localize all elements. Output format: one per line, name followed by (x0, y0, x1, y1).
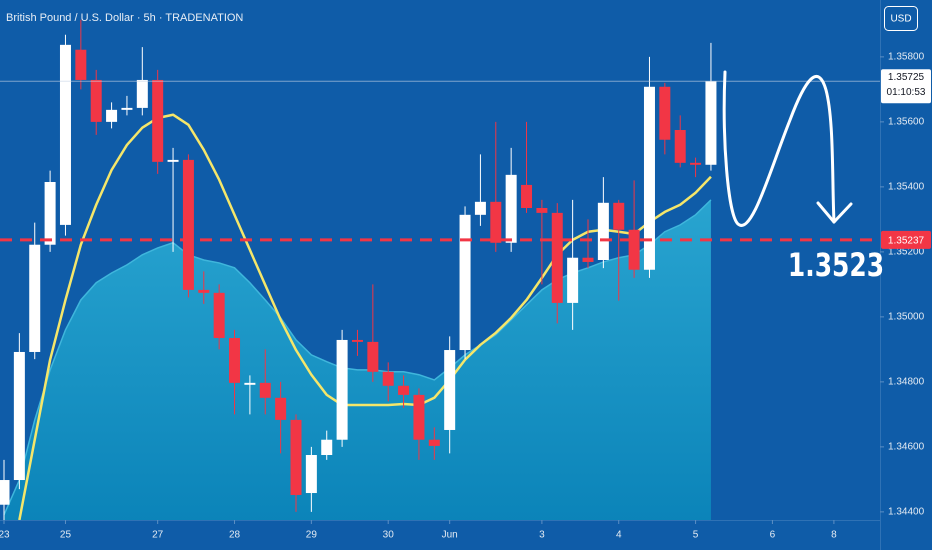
candle-body (152, 79, 164, 162)
y-tick-label: 1.34800 (888, 377, 925, 388)
candle-body (321, 439, 333, 455)
drawing-arrow (722, 70, 853, 227)
candle-body (613, 202, 625, 230)
candle-body (459, 214, 471, 351)
candle-body (121, 107, 133, 110)
candle-body (182, 159, 194, 290)
x-tick-label: 25 (60, 530, 72, 541)
x-tick-label: 29 (306, 530, 318, 541)
candle-body (75, 49, 87, 80)
plot-area (0, 19, 880, 520)
last-price-tag (881, 69, 931, 104)
candle-body (490, 201, 502, 243)
x-tick-label: 27 (152, 530, 164, 541)
candle-body (336, 339, 348, 440)
x-tick-label: 5 (693, 530, 699, 541)
candle-body (44, 182, 56, 245)
candle-body (290, 419, 302, 495)
candle-body (597, 202, 609, 260)
candle-body (259, 382, 271, 398)
candle-body (167, 159, 179, 162)
x-tick-label: 23 (0, 530, 10, 541)
candle-body (382, 371, 394, 386)
x-tick-label: 28 (229, 530, 241, 541)
y-tick-label: 1.35800 (888, 52, 925, 63)
y-tick-label: 1.35600 (888, 117, 925, 128)
chart-title: British Pound / U.S. Dollar · 5h · TRADE… (6, 12, 243, 24)
arrow-head (816, 201, 853, 224)
candle-body (244, 382, 256, 385)
candle-body (275, 397, 287, 420)
candle-body (367, 341, 379, 372)
candle-body (0, 480, 10, 505)
candle-body (705, 81, 717, 165)
currency-button[interactable] (884, 6, 918, 31)
moving-average-line (18, 113, 712, 520)
countdown-label: 01:10:53 (887, 87, 926, 98)
y-tick-label: 1.35000 (888, 312, 925, 323)
x-tick-label: Jun (442, 530, 458, 541)
candle-body (536, 208, 548, 213)
y-tick-label: 1.35400 (888, 182, 925, 193)
candle-body (213, 292, 225, 338)
candle-body (474, 201, 486, 215)
candle-body (428, 439, 440, 446)
candle-body (13, 351, 25, 481)
candle-body (444, 350, 456, 430)
x-tick-label: 6 (770, 530, 776, 541)
candle-body (90, 79, 102, 122)
candle-body (229, 338, 241, 383)
candle-body (567, 257, 579, 303)
candle-body (643, 86, 655, 270)
candle-body (521, 184, 533, 208)
y-tick-label: 1.34600 (888, 442, 925, 453)
candle-body (106, 109, 118, 122)
x-tick-label: 30 (383, 530, 395, 541)
candle-body (305, 455, 317, 494)
candle-body (551, 212, 563, 303)
candle-body (413, 394, 425, 440)
currency-label[interactable]: USD (890, 14, 911, 25)
x-tick-label: 8 (831, 530, 837, 541)
y-tick-label: 1.35200 (888, 247, 925, 258)
x-tick-label: 3 (539, 530, 545, 541)
candle-body (628, 229, 640, 270)
candle-body (59, 44, 71, 225)
candle-body (690, 162, 702, 165)
candle-body (659, 86, 671, 140)
level-label: 1.35237 (888, 235, 925, 246)
candle-body (198, 289, 210, 293)
y-tick-label: 1.34400 (888, 507, 925, 518)
candle-body (505, 174, 517, 243)
forecast-curve (722, 70, 836, 227)
candle-body (351, 339, 363, 342)
x-tick-label: 4 (616, 530, 622, 541)
candle-body (136, 79, 148, 108)
level-tag (881, 230, 931, 249)
candle-body (674, 130, 686, 163)
moving-average-area-edge (3, 199, 712, 516)
candle-body (398, 385, 410, 395)
last-price-label: 1.35725 (888, 72, 925, 83)
annotation: 1.3523 (788, 246, 884, 284)
moving-average-area (3, 199, 711, 520)
candle-body (29, 244, 41, 352)
candle-body (582, 257, 594, 262)
